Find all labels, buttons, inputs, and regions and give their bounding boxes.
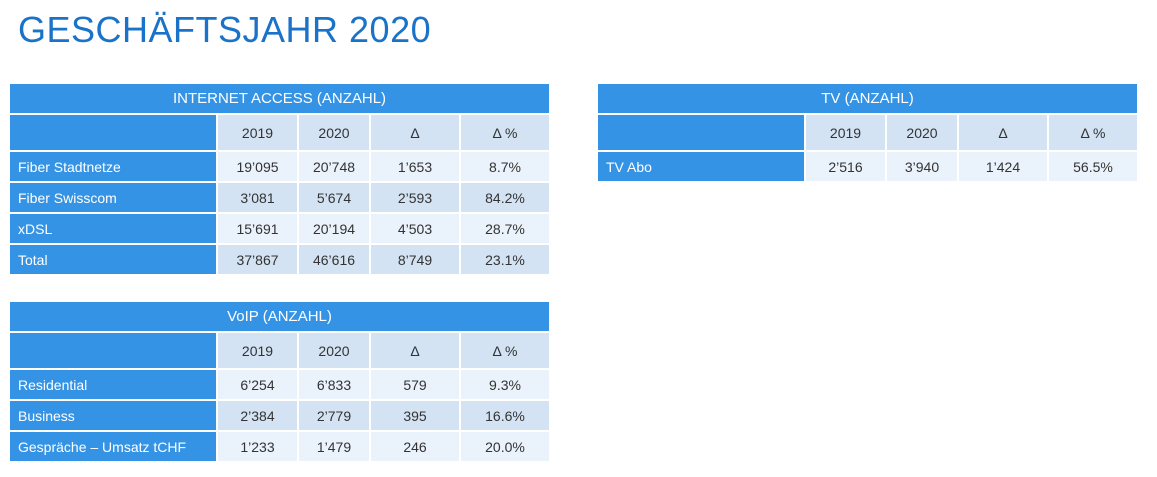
cell-2020: 5’674 <box>299 183 369 212</box>
cell-delta-percent: 23.1% <box>461 245 549 274</box>
cell-2020: 3’940 <box>887 152 957 181</box>
cell-delta-percent: 8.7% <box>461 152 549 181</box>
cell-2019: 19’095 <box>218 152 297 181</box>
table-title: TV (ANZAHL) <box>598 84 1137 113</box>
table-row: Fiber Stadtnetze 19’095 20’748 1’653 8.7… <box>10 152 549 181</box>
table-row: Business 2’384 2’779 395 16.6% <box>10 401 549 430</box>
column-header-delta: Δ <box>371 333 459 368</box>
header-blank-cell <box>10 333 216 368</box>
cell-delta-percent: 20.0% <box>461 432 549 461</box>
table-row: TV Abo 2’516 3’940 1’424 56.5% <box>598 152 1137 181</box>
cell-2020: 20’194 <box>299 214 369 243</box>
cell-delta: 395 <box>371 401 459 430</box>
column-header-delta-percent: Δ % <box>461 333 549 368</box>
cell-delta: 4’503 <box>371 214 459 243</box>
column-header-2019: 2019 <box>218 115 297 150</box>
table-row: Fiber Swisscom 3’081 5’674 2’593 84.2% <box>10 183 549 212</box>
cell-delta: 1’653 <box>371 152 459 181</box>
row-label: Total <box>10 245 216 274</box>
header-blank-cell <box>598 115 804 150</box>
table-row: Gespräche – Umsatz tCHF 1’233 1’479 246 … <box>10 432 549 461</box>
table-row: Residential 6’254 6’833 579 9.3% <box>10 370 549 399</box>
column-header-2019: 2019 <box>218 333 297 368</box>
table-row: xDSL 15’691 20’194 4’503 28.7% <box>10 214 549 243</box>
row-label: Fiber Swisscom <box>10 183 216 212</box>
cell-delta-percent: 16.6% <box>461 401 549 430</box>
cell-delta: 579 <box>371 370 459 399</box>
row-label: TV Abo <box>598 152 804 181</box>
header-blank-cell <box>10 115 216 150</box>
cell-2020: 20’748 <box>299 152 369 181</box>
cell-delta: 8’749 <box>371 245 459 274</box>
cell-delta: 2’593 <box>371 183 459 212</box>
column-header-2020: 2020 <box>299 333 369 368</box>
table-title: INTERNET ACCESS (ANZAHL) <box>10 84 549 113</box>
cell-delta: 1’424 <box>959 152 1047 181</box>
cell-delta-percent: 9.3% <box>461 370 549 399</box>
cell-delta-percent: 56.5% <box>1049 152 1137 181</box>
cell-delta-percent: 28.7% <box>461 214 549 243</box>
row-label: Gespräche – Umsatz tCHF <box>10 432 216 461</box>
row-label: Residential <box>10 370 216 399</box>
column-header-2020: 2020 <box>887 115 957 150</box>
cell-2019: 37’867 <box>218 245 297 274</box>
tv-table: TV (ANZAHL) 2019 2020 Δ Δ % TV Abo 2’516… <box>596 82 1139 183</box>
cell-2019: 15’691 <box>218 214 297 243</box>
page-title: GESCHÄFTSJAHR 2020 <box>18 9 432 50</box>
cell-2019: 1’233 <box>218 432 297 461</box>
column-header-delta-percent: Δ % <box>461 115 549 150</box>
table-title: VoIP (ANZAHL) <box>10 302 549 331</box>
cell-2020: 2’779 <box>299 401 369 430</box>
cell-2019: 2’516 <box>806 152 885 181</box>
row-label: Fiber Stadtnetze <box>10 152 216 181</box>
row-label: xDSL <box>10 214 216 243</box>
cell-2020: 46’616 <box>299 245 369 274</box>
cell-delta: 246 <box>371 432 459 461</box>
cell-2019: 2’384 <box>218 401 297 430</box>
cell-2020: 1’479 <box>299 432 369 461</box>
internet-access-table: INTERNET ACCESS (ANZAHL) 2019 2020 Δ Δ %… <box>8 82 551 276</box>
column-header-2020: 2020 <box>299 115 369 150</box>
table-row: Total 37’867 46’616 8’749 23.1% <box>10 245 549 274</box>
cell-2019: 6’254 <box>218 370 297 399</box>
column-header-delta: Δ <box>371 115 459 150</box>
row-label: Business <box>10 401 216 430</box>
column-header-delta: Δ <box>959 115 1047 150</box>
cell-2019: 3’081 <box>218 183 297 212</box>
cell-2020: 6’833 <box>299 370 369 399</box>
voip-table: VoIP (ANZAHL) 2019 2020 Δ Δ % Residentia… <box>8 300 551 463</box>
column-header-2019: 2019 <box>806 115 885 150</box>
cell-delta-percent: 84.2% <box>461 183 549 212</box>
column-header-delta-percent: Δ % <box>1049 115 1137 150</box>
